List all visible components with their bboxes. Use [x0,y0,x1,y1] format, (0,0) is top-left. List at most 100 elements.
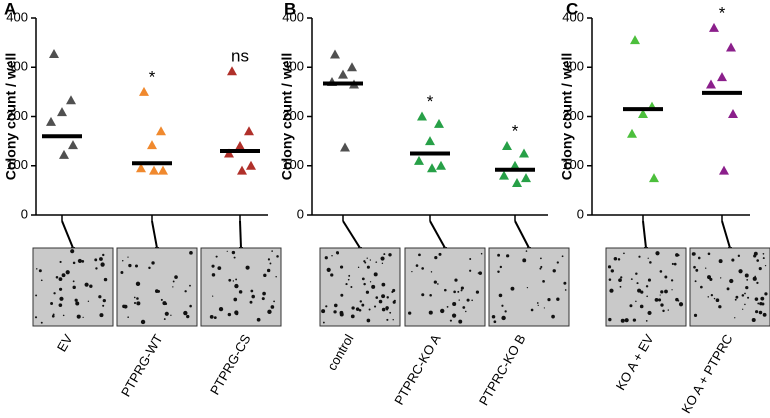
connector [61,220,74,249]
colony [385,306,389,310]
colony [228,278,232,282]
colony [695,268,699,272]
colony [460,286,464,290]
colony [671,262,674,266]
colony [738,269,743,274]
colony [267,309,272,315]
colony [35,294,38,297]
colony [94,258,98,262]
colony [608,317,612,322]
colony [163,318,166,321]
colony [660,303,664,307]
colony [742,308,744,310]
colony [757,302,760,305]
colony [366,265,370,269]
colony [415,264,419,267]
colony [189,304,192,308]
colony [673,262,677,266]
connector [514,220,530,249]
colony [160,298,163,301]
colony [458,319,463,324]
colony [269,262,272,265]
colony [451,313,457,318]
data-point [519,148,529,158]
x-tick-label: control [324,332,357,373]
data-point [227,66,237,76]
colony [212,295,214,297]
colony [100,262,105,267]
colony [266,268,271,273]
x-tick-label: PTPRC-KO A [391,331,444,407]
colony [609,290,611,292]
data-point [244,126,254,136]
colony [609,288,614,293]
colony [453,290,456,294]
colony [339,312,344,317]
colony [164,311,169,316]
y-axis-label: Colony count / well [559,53,575,181]
colony [123,304,128,309]
colony [540,257,542,260]
data-point [414,155,424,165]
colony [675,253,679,257]
colony [189,284,191,287]
colony [762,312,767,317]
colony [411,270,413,273]
well-image [488,247,570,327]
colony [635,272,638,275]
colony [671,289,673,291]
colony [136,301,141,306]
colony [102,298,106,303]
colony [469,258,472,261]
colony [700,285,703,289]
colony [325,305,328,308]
colony [233,256,236,259]
data-point [638,109,648,119]
data-point [68,140,78,150]
colony [40,321,43,324]
colony [624,318,629,323]
colony [734,317,736,319]
colony [58,303,63,307]
colony [249,300,253,304]
colony [76,314,81,319]
colony [677,299,680,302]
colony [421,293,425,297]
colony [263,273,267,278]
colony [98,295,102,299]
colony [755,310,759,314]
colony [366,318,371,323]
colony [670,279,674,282]
colony [664,275,668,279]
colony [741,294,745,297]
data-point [649,173,659,183]
colony [371,284,376,289]
colony [209,315,214,319]
colony [135,281,141,287]
colony [375,296,379,299]
colony [499,265,503,269]
y-axis-label: Colony count / well [3,53,19,181]
y-tick-label: 0 [577,206,584,221]
colony [215,255,218,258]
connector [642,220,647,249]
colony [551,314,555,319]
colony [245,265,250,270]
colony [658,298,662,302]
colony [275,276,277,278]
colony [440,308,445,314]
colony [386,308,388,311]
colony [128,263,132,268]
colony [326,267,331,272]
colony [34,316,38,319]
colony [647,257,649,259]
data-point [49,48,59,58]
significance-label: * [149,67,156,86]
colony [542,279,545,283]
connector [239,220,242,249]
colony [62,314,65,317]
colony [438,252,442,256]
data-point [330,49,340,59]
colony [95,267,98,270]
colony [718,259,723,264]
